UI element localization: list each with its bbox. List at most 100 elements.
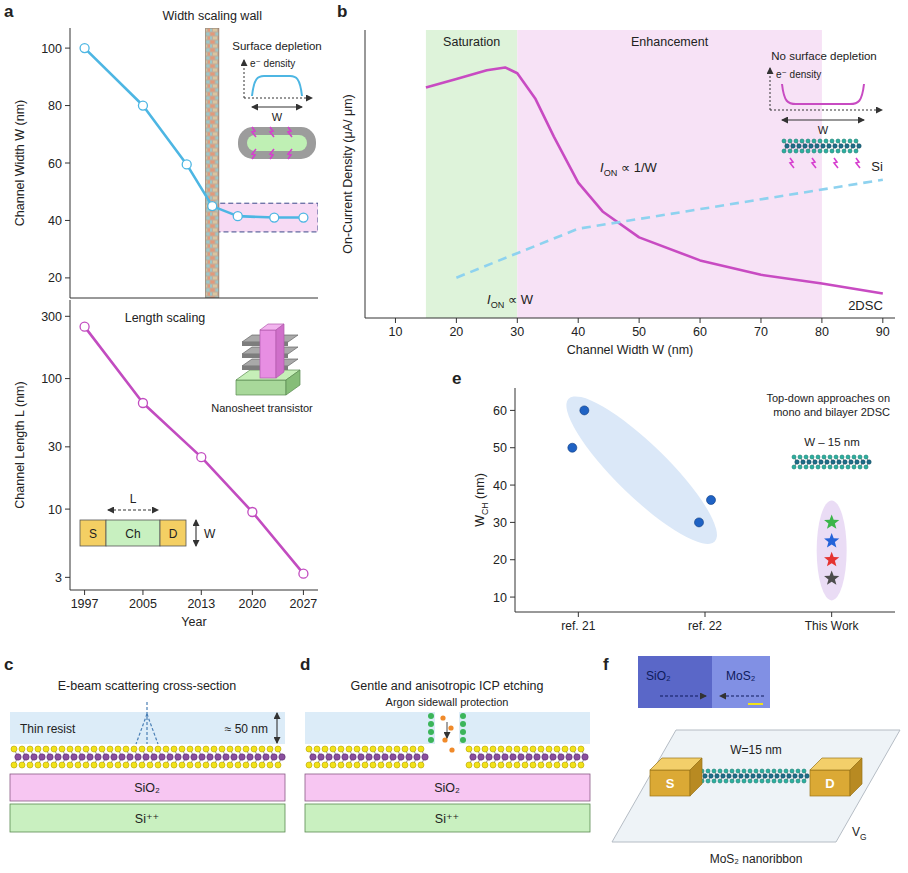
inset-curve xyxy=(252,76,302,96)
point xyxy=(197,453,206,462)
atom xyxy=(155,746,161,752)
atom xyxy=(326,754,332,760)
atom xyxy=(546,762,552,768)
atom xyxy=(788,139,792,143)
x-tick-label: 80 xyxy=(815,325,829,339)
atom xyxy=(346,746,352,752)
mos2-lattice xyxy=(306,746,588,768)
mos2-lattice xyxy=(700,769,809,783)
atom xyxy=(809,144,813,148)
atom xyxy=(858,455,862,459)
atom xyxy=(402,762,408,768)
label: Si⁺⁺ xyxy=(135,812,159,826)
star-point xyxy=(824,533,839,547)
atom xyxy=(318,754,324,760)
y-tick-label: 50 xyxy=(493,441,507,455)
atom xyxy=(466,762,472,768)
dimension-arrow xyxy=(276,713,277,743)
atom xyxy=(574,754,580,760)
y-tick xyxy=(510,410,515,411)
x-tick xyxy=(517,318,518,323)
e-beam xyxy=(146,702,147,744)
atom xyxy=(562,762,568,768)
oxide xyxy=(305,774,590,801)
atom xyxy=(95,754,101,760)
label: W xyxy=(204,527,216,541)
atom xyxy=(736,769,740,773)
atom xyxy=(350,754,356,760)
atom xyxy=(799,774,803,778)
title-line: mono and bilayer 2DSC xyxy=(773,406,890,418)
atom xyxy=(115,762,121,768)
atom xyxy=(203,746,209,752)
atom xyxy=(107,746,113,752)
atom xyxy=(223,754,229,760)
x-tick-label: 30 xyxy=(510,325,524,339)
argon-ion xyxy=(428,729,434,735)
y-tick xyxy=(510,447,515,448)
atom xyxy=(378,762,384,768)
drain-block xyxy=(160,520,186,546)
atom xyxy=(712,779,716,783)
atom xyxy=(788,149,792,153)
x-tick-label: ref. 21 xyxy=(561,619,595,633)
atom xyxy=(562,746,568,752)
atom xyxy=(730,779,734,783)
atom xyxy=(800,139,804,143)
atom xyxy=(766,779,770,783)
atom xyxy=(831,460,835,464)
atom xyxy=(806,139,810,143)
atom xyxy=(131,746,137,752)
atom xyxy=(163,762,169,768)
atom xyxy=(306,746,312,752)
atom xyxy=(506,762,512,768)
atom xyxy=(582,754,588,760)
atom xyxy=(259,762,265,768)
x-tick xyxy=(252,590,253,595)
nanosheet-core xyxy=(247,135,307,151)
atom xyxy=(207,754,213,760)
y-tick xyxy=(65,48,70,49)
atom xyxy=(119,754,125,760)
atom xyxy=(111,754,117,760)
atom xyxy=(554,762,560,768)
atom xyxy=(47,754,53,760)
label: L xyxy=(130,492,137,506)
x-tick xyxy=(456,318,457,323)
argon-ion xyxy=(460,737,466,743)
atom xyxy=(99,746,105,752)
atom xyxy=(466,746,472,752)
atom xyxy=(275,762,281,768)
atom xyxy=(127,754,133,760)
atom xyxy=(79,754,85,760)
atom xyxy=(818,139,822,143)
y-axis xyxy=(365,30,366,318)
shape xyxy=(236,380,286,395)
inset-axis-label: e⁻ density xyxy=(776,69,821,80)
x-tick-label: 90 xyxy=(876,325,890,339)
x-tick-label: ref. 22 xyxy=(688,619,722,633)
atom xyxy=(310,754,316,760)
atom xyxy=(724,769,728,773)
field-bolt xyxy=(288,127,292,137)
field-bolt xyxy=(790,158,794,168)
y-tick-label: 30 xyxy=(493,516,507,530)
x-tick xyxy=(639,318,640,323)
atom xyxy=(530,762,536,768)
atom xyxy=(378,746,384,752)
atom xyxy=(834,465,838,469)
point xyxy=(568,443,577,452)
title-line: Top-down approaches on xyxy=(766,392,890,404)
atom xyxy=(542,754,548,760)
x-tick-label: 70 xyxy=(754,325,768,339)
atom xyxy=(810,455,814,459)
atom xyxy=(235,762,241,768)
y-tick-label: 30 xyxy=(48,440,62,454)
atom xyxy=(263,754,269,760)
atom xyxy=(816,455,820,459)
panel-letter: a xyxy=(4,2,14,21)
x-tick-label: 20 xyxy=(449,325,463,339)
y-tick-label: 100 xyxy=(41,372,62,386)
atom xyxy=(795,460,799,464)
atom xyxy=(39,754,45,760)
